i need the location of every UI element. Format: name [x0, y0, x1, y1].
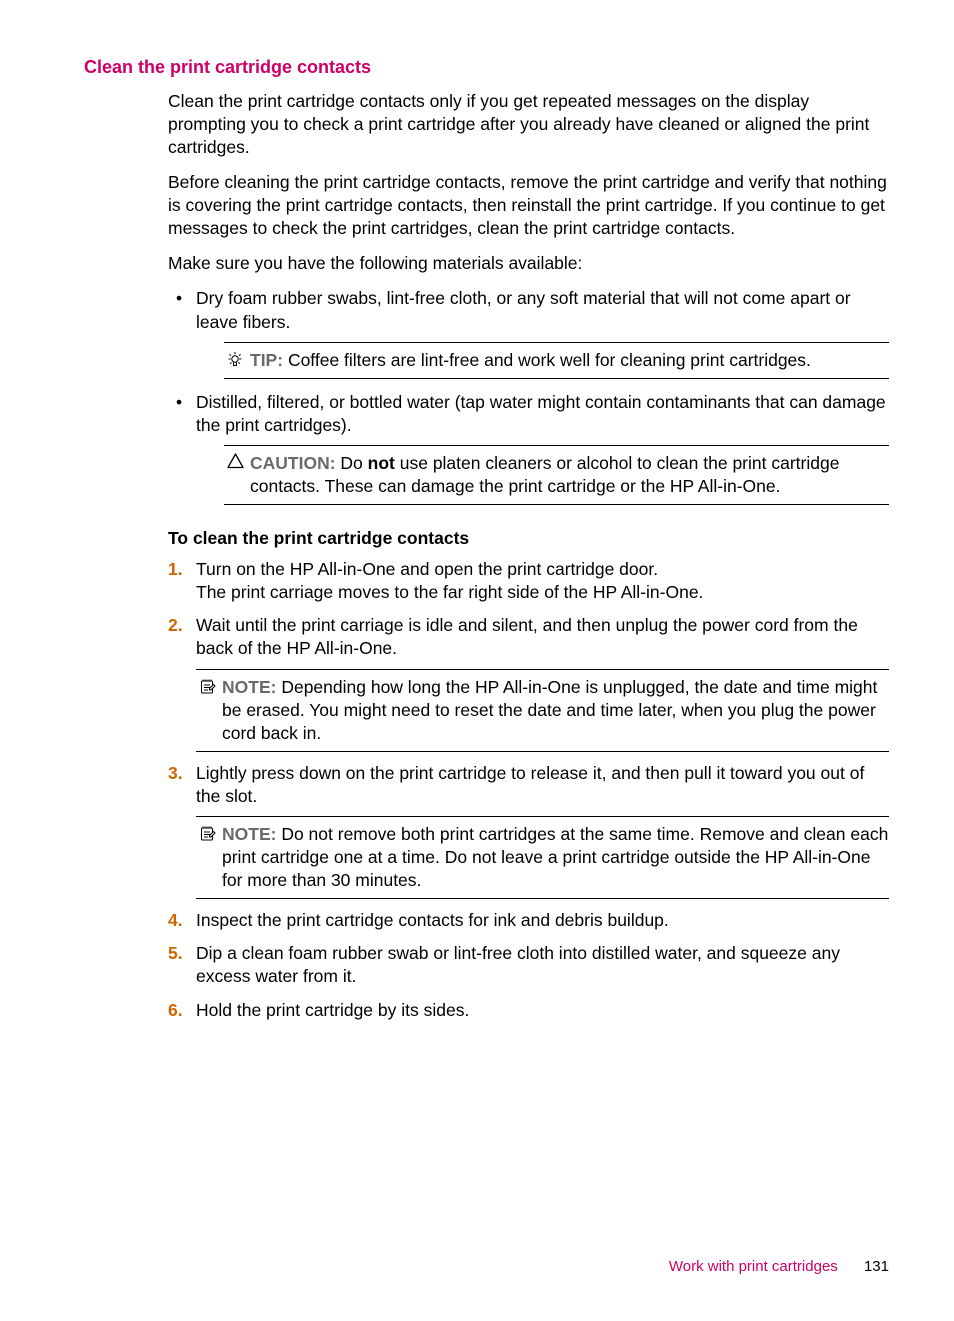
note-text: NOTE: Depending how long the HP All-in-O… — [218, 676, 889, 745]
caution-text: CAUTION: Do not use platen cleaners or a… — [246, 452, 889, 498]
step-item: Turn on the HP All-in-One and open the p… — [168, 558, 889, 604]
callout-post: use platen cleaners or alcohol to clean … — [250, 453, 839, 496]
callout-label: NOTE: — [222, 677, 276, 697]
page-footer: Work with print cartridges 131 — [669, 1257, 889, 1277]
callout-body: Coffee filters are lint-free and work we… — [288, 350, 811, 370]
intro-para-2: Before cleaning the print cartridge cont… — [168, 171, 889, 240]
note-callout: NOTE: Depending how long the HP All-in-O… — [196, 669, 889, 752]
step-item: Hold the print cartridge by its sides. — [168, 999, 889, 1022]
caution-icon — [224, 452, 246, 469]
section-title: Clean the print cartridge contacts — [84, 56, 889, 80]
materials-list: Dry foam rubber swabs, lint-free cloth, … — [168, 287, 889, 505]
note-icon — [196, 676, 218, 695]
tip-icon — [224, 349, 246, 368]
footer-text: Work with print cartridges — [669, 1258, 838, 1275]
note-icon — [196, 823, 218, 842]
step-item: Inspect the print cartridge contacts for… — [168, 909, 889, 932]
callout-body: Depending how long the HP All-in-One is … — [222, 677, 877, 743]
step-line: The print carriage moves to the far righ… — [196, 581, 889, 604]
note-callout: NOTE: Do not remove both print cartridge… — [196, 816, 889, 899]
intro-para-1: Clean the print cartridge contacts only … — [168, 90, 889, 159]
list-item: Dry foam rubber swabs, lint-free cloth, … — [168, 287, 889, 378]
body-block: Clean the print cartridge contacts only … — [168, 90, 889, 1022]
callout-label: NOTE: — [222, 824, 276, 844]
step-line: Inspect the print cartridge contacts for… — [196, 909, 889, 932]
caution-callout: CAUTION: Do not use platen cleaners or a… — [224, 445, 889, 505]
footer-page-number: 131 — [864, 1258, 889, 1275]
step-item: Lightly press down on the print cartridg… — [168, 762, 889, 899]
bullet-text: Distilled, filtered, or bottled water (t… — [196, 392, 886, 435]
tip-text: TIP: Coffee filters are lint-free and wo… — [246, 349, 889, 372]
callout-body: Do not remove both print cartridges at t… — [222, 824, 888, 890]
step-line: Dip a clean foam rubber swab or lint-fre… — [196, 942, 889, 988]
intro-para-3: Make sure you have the following materia… — [168, 252, 889, 275]
bullet-text: Dry foam rubber swabs, lint-free cloth, … — [196, 288, 851, 331]
step-line: Hold the print cartridge by its sides. — [196, 999, 889, 1022]
callout-bold: not — [368, 453, 395, 473]
step-item: Wait until the print carriage is idle an… — [168, 614, 889, 751]
step-item: Dip a clean foam rubber swab or lint-fre… — [168, 942, 889, 988]
callout-pre: Do — [340, 453, 367, 473]
steps-heading: To clean the print cartridge contacts — [168, 527, 889, 550]
callout-label: TIP: — [250, 350, 283, 370]
step-line: Lightly press down on the print cartridg… — [196, 762, 889, 808]
note-text: NOTE: Do not remove both print cartridge… — [218, 823, 889, 892]
step-line: Wait until the print carriage is idle an… — [196, 614, 889, 660]
callout-label: CAUTION: — [250, 453, 336, 473]
list-item: Distilled, filtered, or bottled water (t… — [168, 391, 889, 505]
steps-list: Turn on the HP All-in-One and open the p… — [168, 558, 889, 1022]
tip-callout: TIP: Coffee filters are lint-free and wo… — [224, 342, 889, 379]
page: Clean the print cartridge contacts Clean… — [0, 0, 954, 1321]
step-line: Turn on the HP All-in-One and open the p… — [196, 558, 889, 581]
